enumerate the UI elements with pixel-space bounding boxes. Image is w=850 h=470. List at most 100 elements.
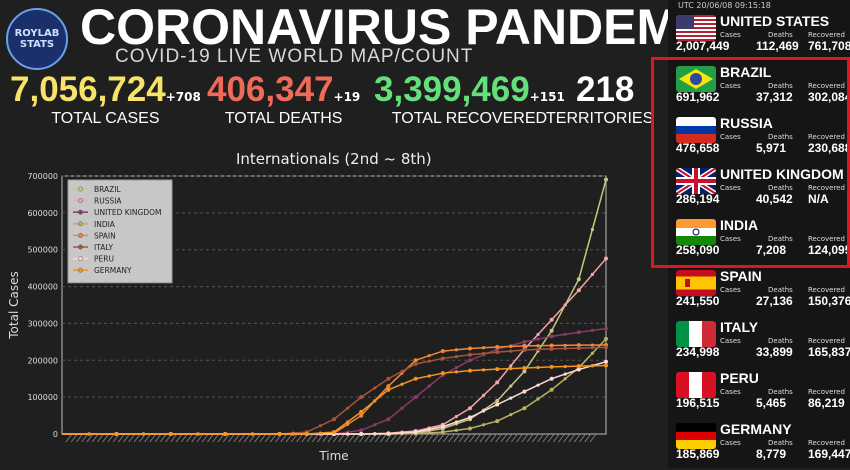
country-cases: 286,194: [676, 192, 720, 206]
data-point: [576, 288, 581, 293]
country-cases: 476,658: [676, 141, 720, 155]
x-tick: [448, 433, 455, 443]
x-tick: [212, 433, 220, 443]
x-tick: [311, 433, 319, 443]
data-point: [413, 361, 418, 366]
legend-entry: GERMANY: [94, 266, 132, 275]
legend-marker: [78, 244, 83, 250]
x-tick: [238, 433, 246, 443]
x-tick: [505, 433, 513, 443]
legend-entry: UNITED KINGDOM: [94, 208, 162, 217]
data-point: [413, 376, 418, 381]
country-name: INDIA: [720, 217, 759, 233]
x-tick: [317, 433, 324, 443]
data-point: [142, 432, 146, 436]
country-recovered: 165,837: [808, 345, 850, 359]
recovered-header: Recovered: [808, 82, 845, 90]
x-tick: [264, 433, 272, 443]
recovered-header: Recovered: [808, 184, 845, 192]
x-tick: [186, 433, 193, 443]
x-tick: [521, 433, 529, 443]
data-point: [549, 334, 554, 339]
data-point: [332, 430, 336, 435]
data-point: [454, 370, 458, 374]
x-tick: [233, 433, 240, 443]
data-point: [482, 423, 486, 427]
data-point: [440, 424, 445, 429]
data-point: [332, 417, 336, 422]
data-point: [590, 227, 595, 232]
legend-marker: [78, 256, 83, 262]
recovered-header: Recovered: [808, 439, 845, 447]
data-point: [427, 359, 431, 363]
deaths-header: Deaths: [768, 286, 793, 294]
data-point: [427, 427, 431, 431]
cases-header: Cases: [720, 439, 741, 447]
data-point: [536, 337, 540, 341]
x-tick: [322, 433, 330, 443]
data-point: [536, 344, 540, 348]
data-point: [346, 406, 350, 410]
legend-marker: [78, 186, 83, 192]
germany-flag-icon: [676, 423, 716, 449]
data-point: [359, 432, 364, 436]
data-point: [346, 432, 350, 436]
data-point: [440, 371, 445, 376]
country-name: BRAZIL: [720, 64, 772, 80]
country-row-peru: PERU Cases Deaths Recovered 196,515 5,465 86,2…: [672, 369, 850, 419]
spain-flag-icon: [676, 270, 716, 296]
x-tick: [249, 433, 256, 443]
x-tick: [243, 433, 251, 443]
data-point: [400, 369, 404, 373]
country-recovered: 124,095: [808, 243, 850, 257]
cases-header: Cases: [720, 82, 741, 90]
data-point: [604, 256, 608, 261]
data-point: [549, 387, 554, 392]
legend-entry: INDIA: [94, 220, 116, 229]
data-point: [509, 344, 513, 349]
data-point: [468, 368, 472, 373]
x-tick: [332, 433, 340, 443]
data-point: [576, 367, 581, 372]
country-cases: 196,515: [676, 396, 720, 410]
x-tick: [175, 433, 183, 443]
data-point: [590, 364, 595, 368]
highlight-box: [651, 57, 850, 268]
data-point: [563, 346, 567, 351]
x-tick: [196, 433, 204, 443]
data-point: [604, 363, 608, 368]
x-tick: [70, 433, 78, 443]
x-tick: [201, 433, 209, 443]
data-point: [509, 349, 513, 353]
italy-flag-icon: [676, 321, 716, 347]
x-tick: [442, 433, 450, 443]
data-point: [386, 376, 391, 381]
x-tick: [390, 433, 398, 443]
legend-entry: SPAIN: [94, 231, 116, 240]
total-deaths-label: TOTAL DEATHS: [224, 110, 343, 127]
deaths-header: Deaths: [768, 388, 793, 396]
country-deaths: 7,208: [756, 243, 787, 257]
total-deaths-delta: +19: [333, 90, 361, 104]
data-point: [454, 348, 458, 352]
total-cases-value: 7,056,724: [10, 70, 166, 109]
country-recovered: 150,376: [808, 294, 850, 308]
data-point: [454, 420, 458, 424]
x-tick: [222, 433, 230, 443]
deaths-header: Deaths: [768, 31, 793, 39]
x-tick: [374, 433, 382, 443]
x-tick: [553, 433, 560, 443]
data-point: [468, 406, 472, 411]
data-point: [454, 355, 458, 359]
data-point: [604, 177, 608, 182]
data-point: [482, 346, 486, 350]
x-tick: [532, 433, 539, 443]
data-point: [291, 432, 295, 436]
data-point: [359, 413, 364, 418]
x-tick: [306, 433, 314, 443]
page-subtitle: COVID-19 LIVE WORLD MAP/COUNT: [115, 46, 474, 67]
x-tick: [422, 433, 429, 443]
x-tick: [469, 433, 476, 443]
recovered-header: Recovered: [808, 133, 845, 141]
data-point: [386, 431, 391, 436]
